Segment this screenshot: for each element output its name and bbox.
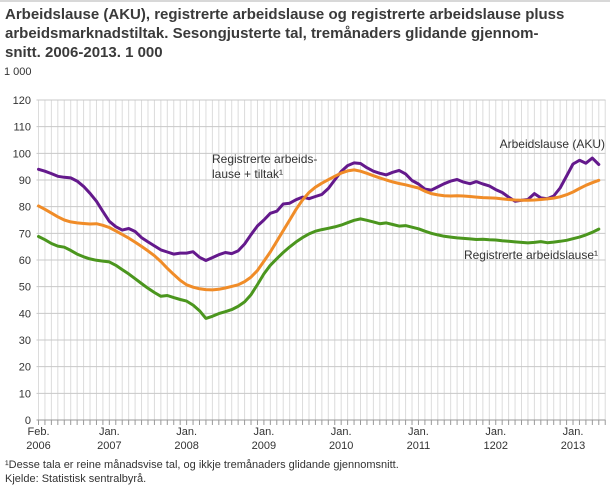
svg-text:110: 110 (13, 122, 31, 134)
svg-text:0: 0 (25, 415, 31, 427)
x-axis-labels: Feb. 2006 Jan. 2007 Jan. 2008 Jan. 2009 Jan. 2010… (26, 426, 585, 452)
x-axis-ticks (38, 420, 606, 425)
svg-text:2010: 2010 (329, 440, 353, 452)
svg-text:100: 100 (13, 148, 31, 160)
svg-text:Jan.: Jan. (408, 426, 429, 438)
svg-text:2008: 2008 (174, 440, 198, 452)
svg-text:90: 90 (19, 175, 31, 187)
series-line-0 (37, 156, 601, 262)
series-label-reg-tiltak: Registrerte arbeids- lause + tiltak¹ (212, 152, 318, 181)
gridlines-horizontal (36, 99, 606, 421)
svg-text:120: 120 (13, 95, 31, 107)
series-line-1 (37, 168, 601, 292)
svg-text:10: 10 (19, 388, 31, 400)
svg-text:2011: 2011 (407, 440, 431, 452)
svg-text:20: 20 (19, 362, 31, 374)
footnote: ¹Desse tala er reine månadsvise tal, og … (5, 459, 399, 471)
svg-text:60: 60 (19, 255, 31, 267)
svg-text:2013: 2013 (561, 440, 585, 452)
svg-text:Jan.: Jan. (254, 426, 275, 438)
svg-text:30: 30 (19, 335, 31, 347)
svg-text:1202: 1202 (483, 440, 507, 452)
svg-text:Jan.: Jan. (176, 426, 197, 438)
series-label-reg: Registrerte arbeidslause¹ (463, 248, 598, 262)
svg-text:Jan.: Jan. (99, 426, 120, 438)
svg-text:Feb.: Feb. (27, 426, 49, 438)
source-line: Kjelde: Statistisk sentralbyrå. (5, 473, 147, 485)
svg-text:50: 50 (19, 282, 31, 294)
svg-text:2009: 2009 (252, 440, 276, 452)
series-label-aku: Arbeidslause (AKU) (499, 137, 605, 151)
svg-text:80: 80 (19, 202, 31, 214)
series-line-2 (37, 217, 601, 320)
svg-text:2006: 2006 (26, 440, 50, 452)
y-axis-unit-label: 1 000 (4, 66, 32, 78)
chart-title: Arbeidslause (AKU), registrerte arbeidsl… (5, 6, 565, 61)
y-axis-labels: 0 10 20 30 40 50 60 70 80 90 100 110 120 (13, 95, 31, 427)
svg-text:Jan.: Jan. (331, 426, 352, 438)
svg-text:Jan.: Jan. (485, 426, 506, 438)
svg-text:70: 70 (19, 228, 31, 240)
svg-text:2007: 2007 (97, 440, 121, 452)
svg-text:Jan.: Jan. (563, 426, 584, 438)
svg-text:40: 40 (19, 308, 31, 320)
